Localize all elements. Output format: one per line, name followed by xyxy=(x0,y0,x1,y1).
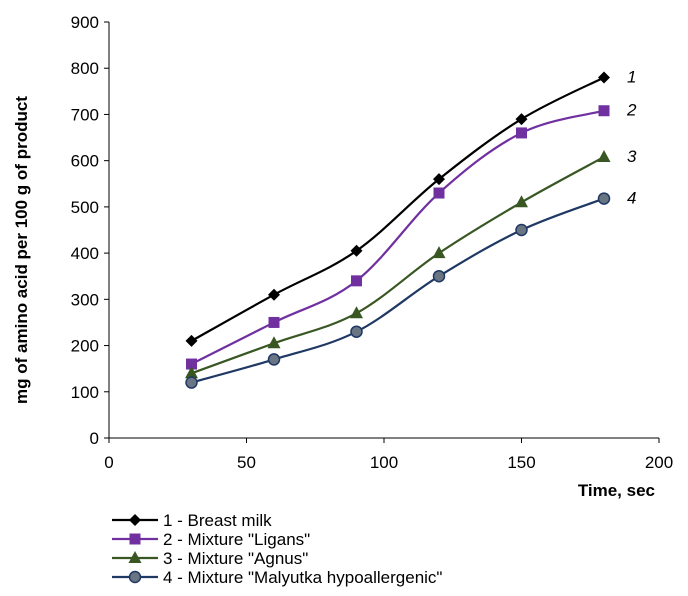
legend-item: 3 - Mixture "Agnus" xyxy=(112,549,308,568)
data-point xyxy=(598,71,610,84)
series-end-label: 3 xyxy=(627,147,637,166)
data-point xyxy=(267,336,281,349)
data-point xyxy=(267,353,281,366)
data-point xyxy=(433,187,445,199)
legend-marker xyxy=(129,514,141,526)
y-axis-title: mg of amino acid per 100 g of product xyxy=(12,96,31,404)
x-tick-label: 50 xyxy=(237,453,256,472)
series-2 xyxy=(186,105,610,370)
data-point xyxy=(351,275,362,287)
legend-marker xyxy=(129,533,141,545)
data-point xyxy=(432,269,446,283)
x-tick-label: 200 xyxy=(645,453,673,472)
data-point xyxy=(350,306,363,319)
data-point xyxy=(598,105,610,117)
y-tick-label: 900 xyxy=(71,13,99,32)
data-point xyxy=(516,127,527,139)
data-point xyxy=(515,223,528,237)
y-tick-label: 0 xyxy=(90,429,99,448)
series-line xyxy=(190,76,605,342)
legend-item: 4 - Mixture "Malyutka hypoallergenic" xyxy=(112,568,442,587)
data-point xyxy=(432,246,446,259)
legend-item: 1 - Breast milk xyxy=(112,511,272,530)
legend-label: 3 - Mixture "Agnus" xyxy=(163,549,308,568)
legend-label: 2 - Mixture "Ligans" xyxy=(163,530,310,549)
data-point xyxy=(185,366,198,379)
y-tick-label: 300 xyxy=(71,290,99,309)
data-point xyxy=(597,192,611,205)
data-point xyxy=(268,288,280,301)
data-point xyxy=(185,376,198,389)
y-tick-label: 800 xyxy=(71,59,99,78)
series-end-label: 2 xyxy=(626,101,637,120)
series-end-label: 1 xyxy=(627,67,636,86)
legend-item: 2 - Mixture "Ligans" xyxy=(112,530,310,549)
y-tick-label: 600 xyxy=(71,152,99,171)
data-point xyxy=(515,113,528,126)
series-4 xyxy=(185,192,611,389)
series-line xyxy=(191,109,605,366)
x-tick-label: 0 xyxy=(104,453,113,472)
data-point xyxy=(186,358,197,370)
x-axis-title: Time, sec xyxy=(578,481,655,500)
x-tick-label: 150 xyxy=(507,453,535,472)
data-point xyxy=(185,334,198,347)
y-tick-label: 400 xyxy=(71,244,99,263)
data-point xyxy=(350,325,363,338)
legend-marker xyxy=(128,551,142,563)
series-3 xyxy=(185,149,611,379)
legend-label: 4 - Mixture "Malyutka hypoallergenic" xyxy=(163,568,442,587)
series-line xyxy=(191,197,605,384)
data-point xyxy=(597,149,611,162)
data-point xyxy=(268,316,280,328)
legend-marker xyxy=(128,570,142,584)
y-tick-label: 700 xyxy=(71,105,99,124)
y-tick-label: 200 xyxy=(71,337,99,356)
data-point xyxy=(350,244,363,257)
series-layer xyxy=(185,71,611,389)
series-line xyxy=(191,156,605,375)
y-tick-label: 500 xyxy=(71,198,99,217)
end-labels: 1 2 3 4 xyxy=(626,67,637,207)
data-point xyxy=(433,173,445,186)
axes xyxy=(104,21,660,443)
x-tick-label: 100 xyxy=(370,453,398,472)
series-1 xyxy=(185,71,610,347)
data-point xyxy=(515,195,528,208)
series-end-label: 4 xyxy=(627,189,636,208)
tick-labels: 0 100 200 300 400 500 600 700 800 900 0 50 100 150 200 xyxy=(71,13,674,472)
y-tick-label: 100 xyxy=(71,383,99,402)
legend-label: 1 - Breast milk xyxy=(163,511,272,530)
